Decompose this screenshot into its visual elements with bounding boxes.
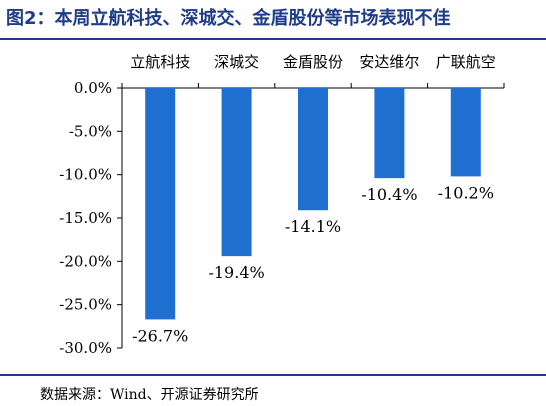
y-tick-label: -15.0% [59, 209, 112, 227]
bar [374, 88, 405, 179]
y-tick-label: -5.0% [69, 122, 112, 140]
data-label: -19.4% [208, 263, 264, 282]
source-bar: 数据来源：Wind、开源证券研究所 [0, 374, 546, 406]
data-label: -10.2% [438, 183, 494, 202]
bar [221, 88, 252, 257]
title-bar: 图2：本周立航科技、深城交、金盾股份等市场表现不佳 [0, 0, 546, 40]
bar [298, 88, 328, 211]
data-label: -10.4% [361, 185, 417, 204]
x-tick-label: 立航科技 [130, 53, 190, 71]
x-tick-label: 安达维尔 [359, 53, 419, 71]
bar-chart: 0.0% -5.0% -10.0% -15.0% -20.0% -25.0% -30.0% 立… [59, 53, 505, 357]
x-tick-label: 深城交 [214, 53, 259, 71]
y-tick-label: -30.0% [59, 339, 112, 357]
source-note: 数据来源：Wind、开源证券研究所 [40, 387, 259, 403]
data-label: -14.1% [285, 217, 341, 236]
data-label: -26.7% [132, 326, 188, 345]
y-tick-label: -10.0% [59, 166, 112, 184]
y-tick-label: -20.0% [59, 252, 112, 270]
x-tick-label: 金盾股份 [283, 53, 343, 71]
bar [145, 88, 176, 320]
x-tick-label: 广联航空 [436, 53, 496, 71]
bar [450, 88, 481, 177]
y-tick-label: -25.0% [59, 296, 112, 314]
y-tick-label: 0.0% [74, 79, 112, 97]
chart-title: 图2：本周立航科技、深城交、金盾股份等市场表现不佳 [6, 8, 451, 29]
